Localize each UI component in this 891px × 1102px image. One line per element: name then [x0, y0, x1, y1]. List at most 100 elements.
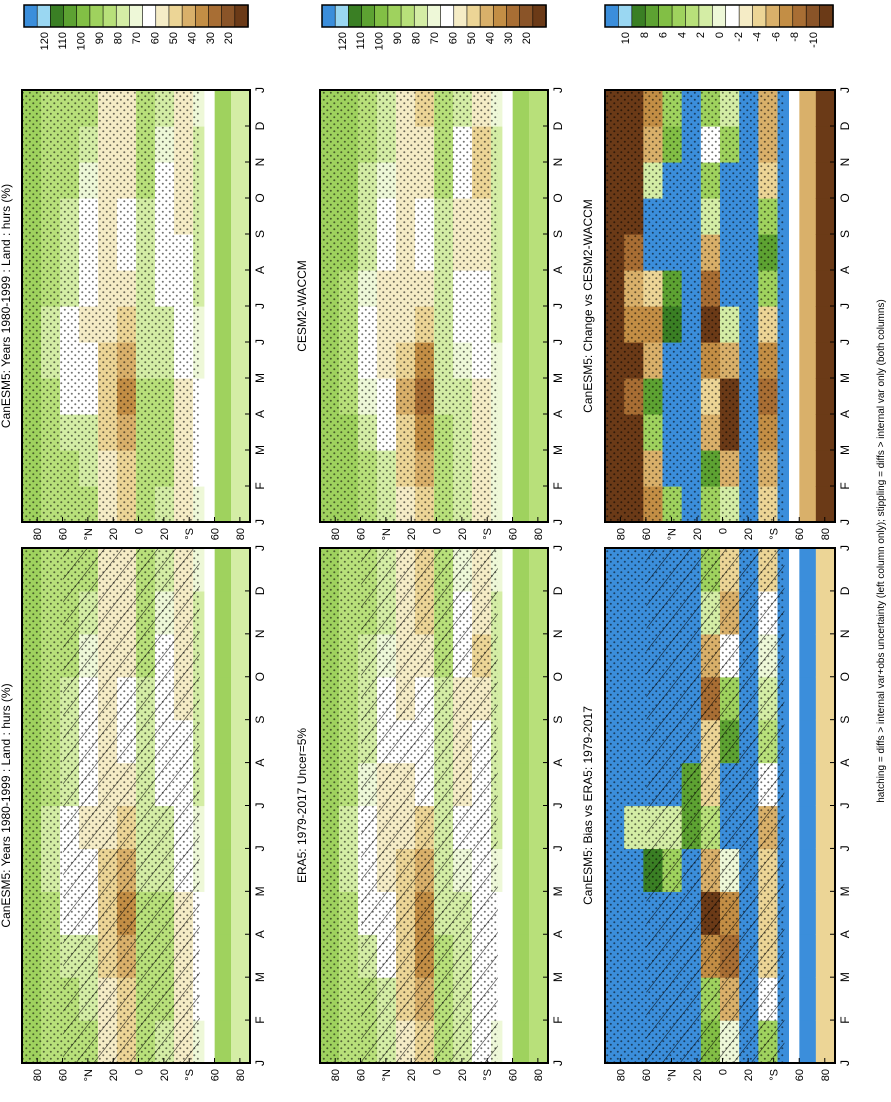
colorbar-box: [334, 4, 350, 28]
heatmap-cell: [510, 234, 530, 271]
heatmap-cell: [529, 891, 548, 935]
heatmap-cell: [796, 234, 817, 271]
month-label: A: [253, 410, 267, 418]
colorbar-box: [387, 4, 402, 28]
month-label: S: [253, 716, 267, 724]
heatmap-cell: [796, 633, 817, 678]
heatmap-cell: [796, 891, 817, 935]
heatmap-cell: [212, 450, 232, 487]
heatmap-cell: [777, 90, 798, 91]
month-label: M: [551, 886, 565, 896]
lat-label: 60: [356, 528, 368, 540]
colorbar-box: [76, 4, 91, 28]
missing-band: [502, 90, 513, 522]
colorbar-box: [234, 4, 249, 28]
heatmap-cell: [212, 719, 232, 764]
colorbar-label: 8: [639, 32, 651, 38]
colorbar-label: 110: [355, 32, 367, 50]
lat-label: °N: [381, 528, 393, 540]
heatmap-cell: [510, 848, 530, 892]
heatmap-cell: [231, 805, 250, 850]
colorbar-label: 90: [392, 32, 404, 44]
heatmap-cell: [98, 90, 118, 91]
colorbar-box: [658, 4, 673, 28]
lat-label: 60: [641, 1069, 653, 1081]
heatmap-cell: [815, 805, 835, 850]
colorbar-label: 2: [695, 32, 707, 38]
heatmap-cell: [510, 270, 530, 307]
heatmap-cell: [231, 126, 250, 163]
lat-label: 60: [508, 528, 520, 540]
heatmap-cell: [681, 90, 702, 91]
lat-label: 80: [533, 1069, 545, 1081]
heatmap-cell: [491, 90, 511, 91]
heatmap-cell: [434, 90, 454, 91]
heatmap-cell: [815, 590, 835, 635]
heatmap-cell: [212, 1020, 232, 1063]
colorbar-box: [413, 4, 429, 28]
heatmap-cell: [796, 934, 817, 978]
panel-p1: J F M A M J J A S O N D J 80 60 °N 20 0 20 °S 60 80 CanESM5: Y…: [0, 457, 267, 1081]
heatmap-cell: [212, 805, 232, 850]
missing-band: [204, 90, 215, 522]
lat-label: °N: [83, 528, 95, 540]
heatmap-cell: [662, 90, 683, 91]
heatmap-cell: [510, 306, 530, 343]
lat-label: 80: [235, 1069, 247, 1081]
heatmap-cell: [231, 590, 250, 635]
colorbar-box: [805, 4, 821, 28]
month-label: D: [253, 121, 267, 130]
heatmap-cell: [117, 90, 137, 91]
colorbar-label: 10: [620, 32, 632, 44]
heatmap-cell: [529, 90, 548, 127]
month-label: J: [551, 87, 565, 93]
colorbar-box: [532, 4, 547, 28]
lat-label: 80: [533, 528, 545, 540]
colorbar-box: [36, 4, 52, 28]
lat-label: 20: [457, 1069, 469, 1081]
heatmap-cell: [510, 676, 530, 721]
lat-label: °S: [769, 1069, 781, 1081]
lat-label: 80: [615, 528, 627, 540]
heatmap-cell: [510, 719, 530, 764]
heatmap-cell: [510, 342, 530, 379]
heatmap-cell: [815, 306, 835, 343]
heatmap-cell: [796, 590, 817, 635]
heatmap-cell: [212, 548, 232, 592]
heatmap-cell: [231, 90, 250, 127]
missing-band: [502, 548, 513, 1063]
heatmap-cell: [815, 633, 835, 678]
colorbar-label: 100: [76, 32, 88, 50]
colorbar-box: [631, 4, 646, 28]
colorbar-label: 80: [113, 32, 125, 44]
month-label: F: [253, 1016, 267, 1023]
heatmap-cell: [320, 90, 340, 91]
heatmap-cell: [212, 234, 232, 271]
colorbar-label: 30: [205, 32, 217, 44]
lat-label: 20: [743, 528, 755, 540]
lat-label: °N: [381, 1069, 393, 1081]
heatmap-cell: [510, 90, 530, 127]
heatmap-cell: [212, 90, 232, 127]
heatmap-cell: [796, 378, 817, 415]
panel-title: CanESM5: Change vs CESM2-WACCM: [581, 199, 595, 413]
heatmap-cell: [815, 270, 835, 307]
heatmap-cell: [796, 719, 817, 764]
panel-p5: J F M A M J J A S O N D J 80 60 °N 20 0 20 °S 60 80 CanESM5: B…: [581, 457, 852, 1081]
colorbar-box: [168, 4, 183, 28]
heatmap-cell: [529, 162, 548, 199]
heatmap-cell: [212, 270, 232, 307]
heatmap-cell: [796, 450, 817, 487]
lat-label: 60: [58, 1069, 70, 1081]
heatmap-field: [320, 548, 548, 1063]
heatmap-cell: [529, 270, 548, 307]
month-label: F: [838, 1016, 852, 1023]
month-label: M: [838, 972, 852, 982]
heatmap-cell: [212, 90, 232, 91]
colorbar-box: [792, 4, 807, 28]
heatmap-cell: [529, 1020, 548, 1063]
heatmap-cell: [231, 719, 250, 764]
colorbar-box: [604, 4, 620, 28]
heatmap-cell: [510, 378, 530, 415]
